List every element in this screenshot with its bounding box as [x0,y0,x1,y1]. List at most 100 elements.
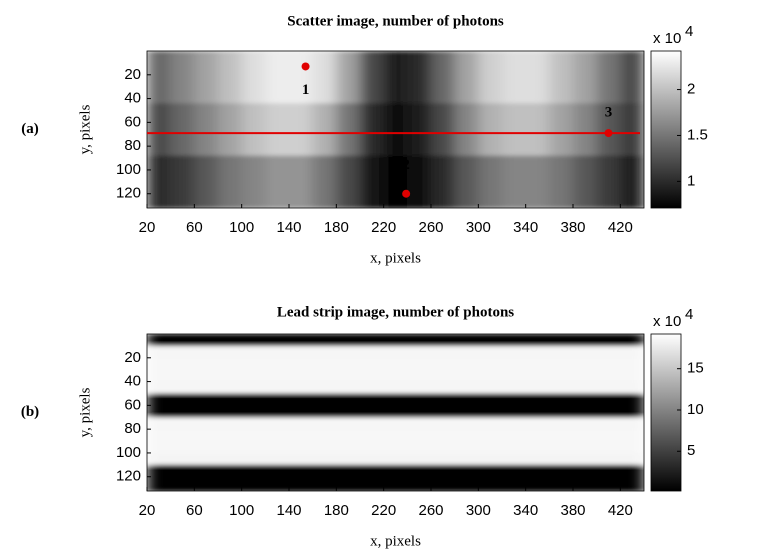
cell [147,103,172,157]
x-tick-label: 220 [371,502,396,519]
cell [573,155,598,208]
image [147,51,644,208]
y-tick-label: 80 [124,137,141,154]
marker-point [402,189,411,198]
cell [194,103,219,157]
cell [383,155,408,208]
cell [147,369,644,383]
cell [573,103,598,157]
x-tick-label: 340 [513,502,538,519]
cell [502,103,527,157]
x-tick-label: 260 [418,219,443,236]
x-tick-label: 20 [139,219,156,236]
colorbar [650,333,682,492]
cell [336,103,361,157]
cell [265,51,290,104]
x-tick-label: 100 [229,502,254,519]
cell [620,51,644,104]
cell [573,51,598,104]
y-tick-label: 40 [124,373,141,390]
colorbar-multiplier: x 10 [653,30,681,47]
cell [241,155,266,208]
cell [194,51,219,104]
cell [502,51,527,104]
cell [336,155,361,208]
cell [431,51,456,104]
cell [549,51,574,104]
cell [147,51,172,104]
y-tick-label: 120 [116,468,141,485]
x-tick-label: 220 [371,219,396,236]
colorbar [650,50,682,209]
colorbar-tick-label: 1 [687,172,695,189]
cell [454,51,479,104]
colorbar-exponent: 4 [685,306,693,323]
x-tick-label: 180 [324,502,349,519]
cell [502,155,527,208]
x-tick-label: 20 [139,502,156,519]
cell [147,381,644,394]
cell [431,155,456,208]
cell [218,51,243,104]
panel-label: (a) [21,121,39,137]
colorbar-tick-label: 10 [687,401,704,418]
cell [407,103,432,157]
cell [265,155,290,208]
cell [454,103,479,157]
y-tick-label: 100 [116,161,141,178]
cell [218,155,243,208]
cell [407,155,432,208]
cell [147,155,172,208]
cell [147,417,644,430]
cell [147,393,644,406]
x-tick-label: 420 [608,502,633,519]
cell [312,103,337,157]
y-tick-label: 120 [116,185,141,202]
y-tick-label: 80 [124,420,141,437]
cell [170,103,195,157]
x-tick-label: 260 [418,502,443,519]
cell [147,476,644,491]
marker-label: 1 [302,82,310,98]
cell [147,357,644,371]
cell [620,103,644,157]
x-tick-label: 140 [276,219,301,236]
cell [241,103,266,157]
cell [360,103,385,157]
cell [454,155,479,208]
marker-label: 3 [605,105,613,121]
cell [478,51,503,104]
colorbar-tick-label: 1.5 [687,126,708,143]
cell [525,155,550,208]
cell [289,103,314,157]
x-tick-label: 300 [466,502,491,519]
plot-frame [146,333,645,492]
x-tick-label: 60 [186,502,203,519]
panel-label: (b) [21,404,39,420]
x-axis-label: x, pixels [370,250,421,266]
image-area [147,334,644,491]
cell [478,155,503,208]
cell [147,405,644,418]
x-tick-label: 140 [276,502,301,519]
x-tick-label: 420 [608,219,633,236]
cell [147,464,644,478]
cell [360,155,385,208]
cell [360,51,385,104]
cell [265,103,290,157]
colorbar-tick-label: 15 [687,360,704,377]
cell [336,51,361,104]
y-tick-label: 100 [116,444,141,461]
cell [383,103,408,157]
cell [289,51,314,104]
x-tick-label: 380 [560,219,585,236]
chart-title: Scatter image, number of photons [287,13,504,29]
chart-title: Lead strip image, number of photons [277,304,514,320]
y-axis-label: y, pixels [77,387,93,437]
cell [147,452,644,466]
cell [549,155,574,208]
image-area [147,51,644,208]
cell [525,51,550,104]
x-tick-label: 380 [560,502,585,519]
